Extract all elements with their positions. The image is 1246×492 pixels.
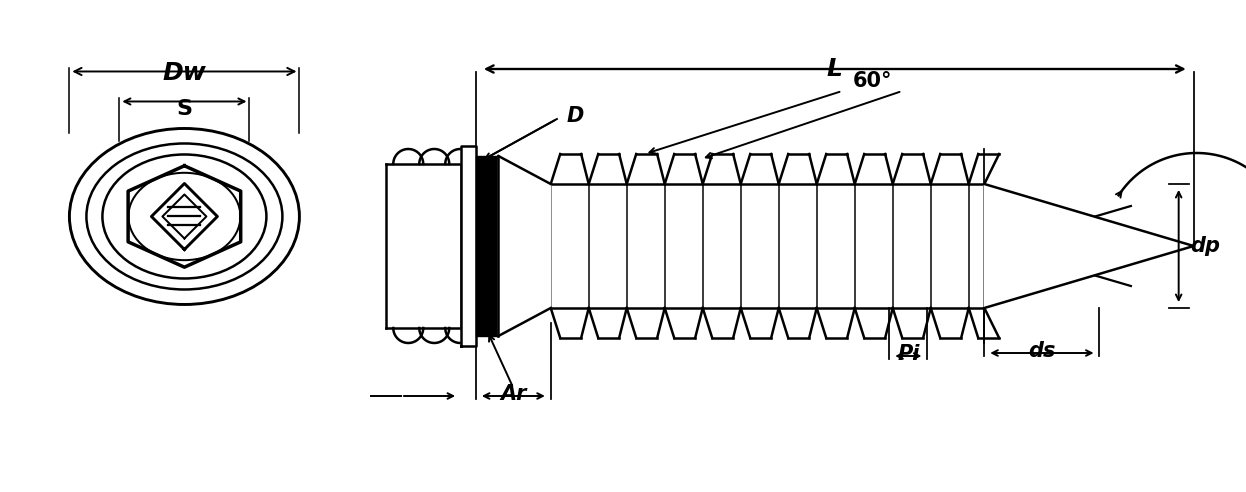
Text: Pi: Pi bbox=[897, 344, 920, 364]
Polygon shape bbox=[445, 149, 475, 164]
Text: 60°: 60° bbox=[852, 71, 892, 91]
Text: Dw: Dw bbox=[162, 62, 207, 86]
Text: ds: ds bbox=[1028, 341, 1055, 361]
Polygon shape bbox=[461, 146, 476, 346]
Polygon shape bbox=[498, 156, 551, 336]
Text: D: D bbox=[567, 106, 584, 126]
Polygon shape bbox=[394, 328, 424, 343]
Text: dp: dp bbox=[1191, 236, 1221, 256]
Polygon shape bbox=[476, 156, 498, 336]
Polygon shape bbox=[984, 184, 1194, 308]
Polygon shape bbox=[394, 149, 424, 164]
Text: L: L bbox=[827, 57, 842, 81]
Polygon shape bbox=[419, 328, 450, 343]
Polygon shape bbox=[419, 149, 450, 164]
Polygon shape bbox=[445, 328, 475, 343]
Text: S: S bbox=[177, 99, 192, 120]
Text: Ar: Ar bbox=[500, 384, 527, 404]
